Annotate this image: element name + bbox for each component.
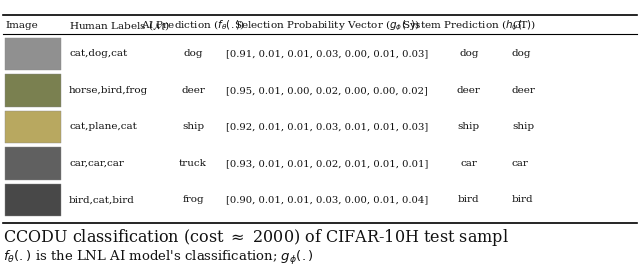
Text: bird: bird xyxy=(512,195,534,204)
Text: [0.95, 0.01, 0.00, 0.02, 0.00, 0.00, 0.02]: [0.95, 0.01, 0.00, 0.02, 0.00, 0.00, 0.0… xyxy=(227,86,428,95)
Text: [0.90, 0.01, 0.01, 0.03, 0.00, 0.01, 0.04]: [0.90, 0.01, 0.01, 0.03, 0.00, 0.01, 0.0… xyxy=(226,195,429,204)
Text: Human Labels ($\mathcal{M}$): Human Labels ($\mathcal{M}$) xyxy=(69,19,170,32)
Text: cat,plane,cat: cat,plane,cat xyxy=(69,122,137,131)
Text: deer: deer xyxy=(181,86,205,95)
Bar xyxy=(5,38,61,70)
Text: dog: dog xyxy=(459,49,479,59)
Text: truck: truck xyxy=(179,159,207,168)
Text: ship: ship xyxy=(458,122,480,131)
Text: ship: ship xyxy=(182,122,204,131)
Text: $f_\theta(.)$ is the LNL AI model's classification; $g_\phi(.)$: $f_\theta(.)$ is the LNL AI model's clas… xyxy=(3,249,314,267)
Text: frog: frog xyxy=(182,195,204,204)
Text: dog: dog xyxy=(183,49,203,59)
Text: [0.92, 0.01, 0.01, 0.03, 0.01, 0.01, 0.03]: [0.92, 0.01, 0.01, 0.03, 0.01, 0.01, 0.0… xyxy=(226,122,429,131)
Text: AI Prediction ($f_\theta(.)$): AI Prediction ($f_\theta(.)$) xyxy=(141,19,245,32)
Bar xyxy=(5,74,61,107)
Text: car,car,car: car,car,car xyxy=(69,159,124,168)
Text: deer: deer xyxy=(512,86,536,95)
Text: ship: ship xyxy=(512,122,534,131)
Text: car: car xyxy=(460,159,477,168)
Text: CCODU classification (cost $\approx$ 2000) of CIFAR-10H test sampl: CCODU classification (cost $\approx$ 200… xyxy=(3,227,509,248)
Text: Selection Probability Vector ($g_\phi(.)$): Selection Probability Vector ($g_\phi(.)… xyxy=(234,18,420,33)
Text: bird: bird xyxy=(458,195,479,204)
Text: dog: dog xyxy=(512,49,531,59)
Text: car: car xyxy=(512,159,529,168)
Text: [0.93, 0.01, 0.01, 0.02, 0.01, 0.01, 0.01]: [0.93, 0.01, 0.01, 0.02, 0.01, 0.01, 0.0… xyxy=(226,159,429,168)
Text: System Prediction ($h_\psi(.)$): System Prediction ($h_\psi(.)$) xyxy=(402,18,536,33)
Text: cat,dog,cat: cat,dog,cat xyxy=(69,49,127,59)
Bar xyxy=(5,111,61,143)
Text: bird,cat,bird: bird,cat,bird xyxy=(69,195,135,204)
Text: horse,bird,frog: horse,bird,frog xyxy=(69,86,148,95)
Bar xyxy=(5,147,61,180)
Bar xyxy=(5,184,61,216)
Text: GT: GT xyxy=(512,21,527,30)
Text: deer: deer xyxy=(457,86,481,95)
Text: [0.91, 0.01, 0.01, 0.03, 0.00, 0.01, 0.03]: [0.91, 0.01, 0.01, 0.03, 0.00, 0.01, 0.0… xyxy=(226,49,429,59)
Text: Image: Image xyxy=(5,21,38,30)
